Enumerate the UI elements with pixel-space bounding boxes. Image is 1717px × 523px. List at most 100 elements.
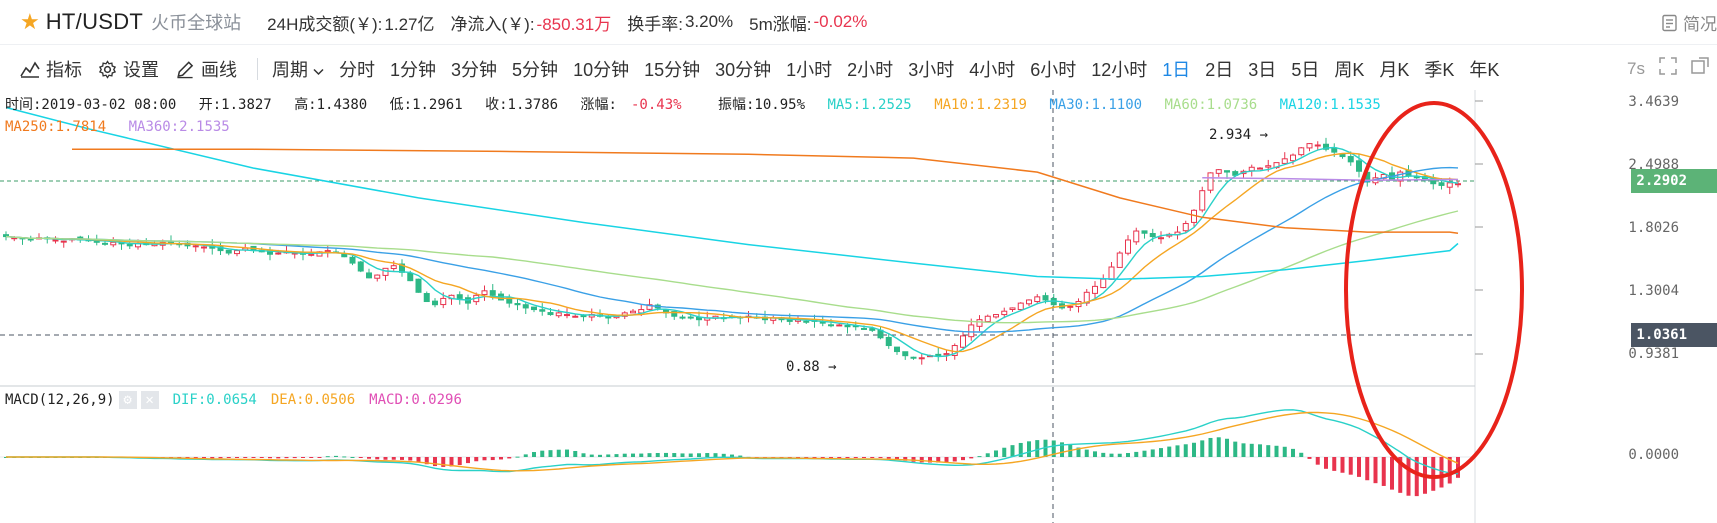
candle-body [1026, 299, 1032, 305]
period-item[interactable]: 3日 [1248, 60, 1277, 80]
period-item[interactable]: 30分钟 [715, 60, 772, 80]
ma10-line [5, 152, 1459, 353]
period-item[interactable]: 12小时 [1091, 60, 1148, 80]
macd-histogram-bar [1340, 457, 1345, 473]
candle-body [844, 325, 851, 328]
exchange-name[interactable]: 火币全球站 [151, 13, 242, 33]
period-item[interactable]: 3分钟 [451, 60, 498, 80]
macd-histogram-bar [1241, 443, 1246, 457]
macd-histogram-bar [383, 457, 388, 460]
period-item[interactable]: 月K [1379, 60, 1410, 80]
candle-body [1356, 160, 1362, 172]
period-item[interactable]: 1小时 [786, 60, 833, 80]
settings-button[interactable]: 设置 [98, 56, 159, 82]
macd-histogram-bar [1332, 457, 1337, 471]
ma360-line [1202, 177, 1458, 182]
period-item[interactable]: 5日 [1291, 60, 1320, 80]
macd-histogram-bar [994, 450, 998, 457]
period-dropdown-label: 周期 [272, 60, 308, 80]
period-item[interactable]: 3小时 [908, 60, 955, 80]
candle-body [935, 353, 942, 357]
refresh-interval[interactable]: 7s [1627, 58, 1645, 78]
macd-histogram-bar [969, 457, 974, 459]
macd-histogram-bar [1117, 453, 1122, 457]
ma5-line [5, 146, 1459, 358]
candle-body [836, 324, 843, 327]
macd-histogram-bar [424, 457, 429, 465]
period-item[interactable]: 4小时 [969, 60, 1016, 80]
candle-body [671, 311, 678, 317]
period-dropdown[interactable]: 周期 [272, 56, 324, 82]
macd-histogram-bar [895, 457, 899, 460]
macd-histogram-bar [1183, 444, 1188, 457]
macd-histogram-bar [721, 453, 726, 457]
candle-body [605, 316, 612, 319]
gear-icon [98, 59, 117, 79]
ma120-line [5, 106, 1459, 280]
crosshair-price-tag: 1.0361 [1631, 323, 1717, 347]
candle-body [432, 300, 438, 306]
candle-body [547, 312, 554, 316]
period-item[interactable]: 15分钟 [644, 60, 701, 80]
macd-dif: DIF:0.0654 [172, 392, 257, 408]
macd-histogram-bar [845, 457, 850, 459]
candle-body [885, 336, 892, 347]
macd-histogram-bar [1051, 440, 1056, 457]
macd-histogram-bar [1018, 442, 1023, 457]
draw-line-button[interactable]: 画线 [175, 56, 237, 82]
macd-settings-icon[interactable]: ⚙ [118, 391, 137, 409]
period-item[interactable]: 周K [1334, 60, 1365, 80]
chevron-down-icon [313, 68, 324, 76]
macd-histogram-bar [490, 457, 495, 461]
candle-body [192, 245, 199, 248]
candle-body [1001, 310, 1008, 316]
info-low: 低:1.2961 [389, 97, 463, 113]
macd-info-bar: MACD(12,26,9) ⚙ ✕ DIF:0.0654 DEA:0.0506 … [5, 391, 462, 409]
candle-body [1446, 182, 1453, 188]
price-chart[interactable] [0, 90, 1717, 523]
macd-histogram-bar [672, 453, 677, 457]
info-change-value: -0.43% [630, 97, 682, 113]
period-item[interactable]: 2日 [1205, 60, 1234, 80]
macd-histogram-bar [433, 457, 437, 467]
macd-histogram-bar [416, 457, 421, 463]
macd-histogram-bar [919, 457, 924, 463]
candle-body [1281, 158, 1288, 164]
favorite-star-icon[interactable]: ★ [20, 9, 40, 34]
macd-histogram-bar [218, 457, 223, 459]
candle-body [489, 290, 496, 296]
period-item[interactable]: 分时 [339, 60, 376, 80]
period-item[interactable]: 1日 [1162, 60, 1191, 80]
macd-histogram-bar [1390, 457, 1394, 490]
overview-link[interactable]: 简况 [1661, 10, 1717, 35]
toolbar-divider [257, 58, 258, 80]
candle-body [1017, 302, 1024, 311]
period-item[interactable]: 10分钟 [573, 60, 630, 80]
macd-close-icon[interactable]: ✕ [140, 391, 159, 409]
change5m-label: 5m涨幅: [749, 14, 812, 34]
macd-histogram-bar [1315, 457, 1320, 465]
candle-body [201, 246, 207, 249]
macd-histogram-bar [482, 457, 487, 461]
candle-body [1323, 143, 1329, 150]
macd-histogram-bar [284, 457, 289, 459]
indicator-button[interactable]: 指标 [20, 56, 82, 82]
macd-histogram-bar [350, 456, 355, 458]
period-item[interactable]: 年K [1469, 60, 1500, 80]
period-item[interactable]: 1分钟 [390, 60, 437, 80]
fullscreen-icon[interactable] [1659, 57, 1677, 80]
macd-histogram-bar [1060, 442, 1064, 457]
macd-histogram-bar [664, 452, 668, 457]
period-item[interactable]: 6小时 [1030, 60, 1077, 80]
candle-body [993, 314, 999, 318]
period-item[interactable]: 5分钟 [512, 60, 559, 80]
period-item[interactable]: 2小时 [847, 60, 894, 80]
candle-body [93, 240, 100, 243]
period-item[interactable]: 季K [1424, 60, 1455, 80]
volume-label: 24H成交额(￥): [267, 14, 383, 34]
popout-icon[interactable] [1691, 57, 1709, 80]
change5m-value: -0.02% [813, 12, 868, 31]
macd-histogram-bar [367, 457, 371, 459]
candle-body [984, 315, 991, 323]
macd-histogram-bar [870, 457, 875, 458]
